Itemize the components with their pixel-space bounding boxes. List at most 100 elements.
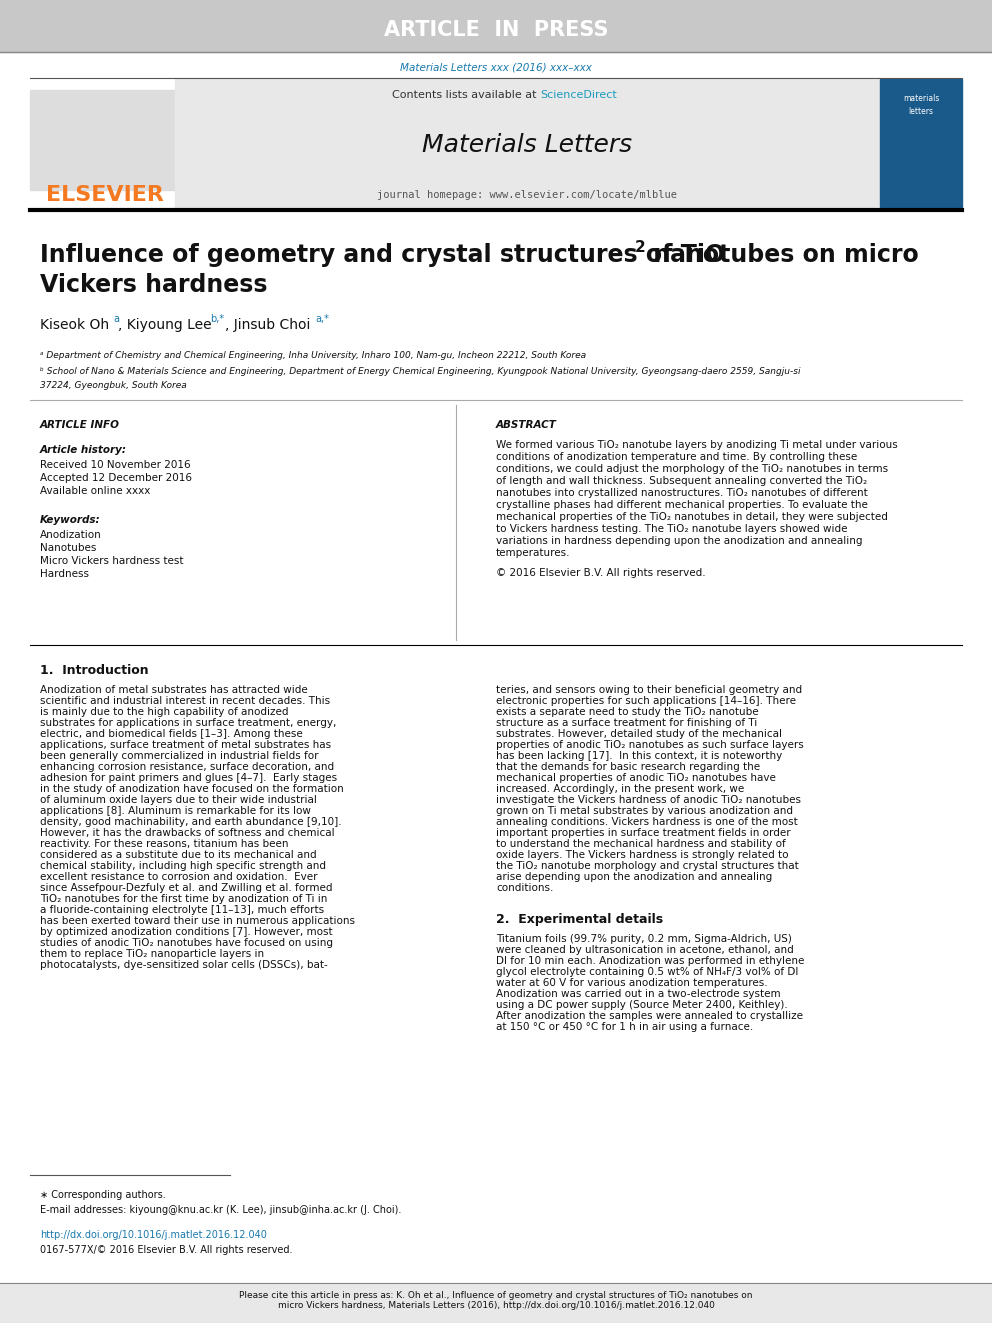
Text: is mainly due to the high capability of anodized: is mainly due to the high capability of …	[40, 706, 289, 717]
Bar	[175, 78, 880, 208]
Text: at 150 °C or 450 °C for 1 h in air using a furnace.: at 150 °C or 450 °C for 1 h in air using…	[496, 1021, 753, 1032]
Text: Hardness: Hardness	[40, 569, 89, 579]
Text: considered as a substitute due to its mechanical and: considered as a substitute due to its me…	[40, 849, 316, 860]
Text: ScienceDirect: ScienceDirect	[540, 90, 617, 101]
Bar	[0, 0, 992, 52]
Text: arise depending upon the anodization and annealing: arise depending upon the anodization and…	[496, 872, 772, 882]
Text: b,*: b,*	[210, 314, 224, 324]
Text: scientific and industrial interest in recent decades. This: scientific and industrial interest in re…	[40, 696, 330, 706]
Text: glycol electrolyte containing 0.5 wt% of NH₄F/3 vol% of DI: glycol electrolyte containing 0.5 wt% of…	[496, 967, 799, 976]
Text: 2.  Experimental details: 2. Experimental details	[496, 913, 663, 926]
Text: ELSEVIER: ELSEVIER	[46, 185, 164, 205]
Text: Article history:: Article history:	[40, 445, 127, 455]
Text: were cleaned by ultrasonication in acetone, ethanol, and: were cleaned by ultrasonication in aceto…	[496, 945, 794, 955]
Text: them to replace TiO₂ nanoparticle layers in: them to replace TiO₂ nanoparticle layers…	[40, 949, 264, 959]
Text: mechanical properties of the TiO₂ nanotubes in detail, they were subjected: mechanical properties of the TiO₂ nanotu…	[496, 512, 888, 523]
Text: a,*: a,*	[315, 314, 329, 324]
Text: ARTICLE INFO: ARTICLE INFO	[40, 419, 120, 430]
Text: reactivity. For these reasons, titanium has been: reactivity. For these reasons, titanium …	[40, 839, 289, 849]
Text: oxide layers. The Vickers hardness is strongly related to: oxide layers. The Vickers hardness is st…	[496, 849, 789, 860]
Text: Kiseok Oh: Kiseok Oh	[40, 318, 109, 332]
Text: However, it has the drawbacks of softness and chemical: However, it has the drawbacks of softnes…	[40, 828, 334, 837]
Text: journal homepage: www.elsevier.com/locate/mlblue: journal homepage: www.elsevier.com/locat…	[377, 191, 677, 200]
Text: Anodization: Anodization	[40, 531, 102, 540]
Text: substrates for applications in surface treatment, energy,: substrates for applications in surface t…	[40, 718, 336, 728]
Text: density, good machinability, and earth abundance [9,10].: density, good machinability, and earth a…	[40, 818, 341, 827]
Text: Materials Letters xxx (2016) xxx–xxx: Materials Letters xxx (2016) xxx–xxx	[400, 64, 592, 73]
Text: conditions of anodization temperature and time. By controlling these: conditions of anodization temperature an…	[496, 452, 857, 462]
Text: Titanium foils (99.7% purity, 0.2 mm, Sigma-Aldrich, US): Titanium foils (99.7% purity, 0.2 mm, Si…	[496, 934, 792, 945]
Text: has been lacking [17].  In this context, it is noteworthy: has been lacking [17]. In this context, …	[496, 751, 783, 761]
Text: applications, surface treatment of metal substrates has: applications, surface treatment of metal…	[40, 740, 331, 750]
Text: Please cite this article in press as: K. Oh et al., Influence of geometry and cr: Please cite this article in press as: K.…	[239, 1290, 753, 1299]
Text: teries, and sensors owing to their beneficial geometry and: teries, and sensors owing to their benef…	[496, 685, 803, 695]
Text: Nanotubes: Nanotubes	[40, 542, 96, 553]
Text: crystalline phases had different mechanical properties. To evaluate the: crystalline phases had different mechani…	[496, 500, 868, 509]
Text: enhancing corrosion resistance, surface decoration, and: enhancing corrosion resistance, surface …	[40, 762, 334, 773]
Text: Micro Vickers hardness test: Micro Vickers hardness test	[40, 556, 184, 566]
Text: TiO₂ nanotubes for the first time by anodization of Ti in: TiO₂ nanotubes for the first time by ano…	[40, 894, 327, 904]
Text: Materials Letters: Materials Letters	[422, 134, 632, 157]
Text: important properties in surface treatment fields in order: important properties in surface treatmen…	[496, 828, 791, 837]
Text: by optimized anodization conditions [7]. However, most: by optimized anodization conditions [7].…	[40, 927, 332, 937]
Text: substrates. However, detailed study of the mechanical: substrates. However, detailed study of t…	[496, 729, 782, 740]
Text: Keywords:: Keywords:	[40, 515, 100, 525]
Text: Anodization was carried out in a two-electrode system: Anodization was carried out in a two-ele…	[496, 990, 781, 999]
Text: annealing conditions. Vickers hardness is one of the most: annealing conditions. Vickers hardness i…	[496, 818, 798, 827]
Text: of length and wall thickness. Subsequent annealing converted the TiO₂: of length and wall thickness. Subsequent…	[496, 476, 867, 486]
Text: to understand the mechanical hardness and stability of: to understand the mechanical hardness an…	[496, 839, 786, 849]
Text: ARTICLE  IN  PRESS: ARTICLE IN PRESS	[384, 20, 608, 40]
Text: micro Vickers hardness, Materials Letters (2016), http://dx.doi.org/10.1016/j.ma: micro Vickers hardness, Materials Letter…	[278, 1302, 714, 1311]
Text: to Vickers hardness testing. The TiO₂ nanotube layers showed wide: to Vickers hardness testing. The TiO₂ na…	[496, 524, 847, 534]
Bar	[880, 79, 962, 206]
Text: a: a	[113, 314, 119, 324]
Text: Contents lists available at: Contents lists available at	[392, 90, 540, 101]
Text: mechanical properties of anodic TiO₂ nanotubes have: mechanical properties of anodic TiO₂ nan…	[496, 773, 776, 783]
Text: Vickers hardness: Vickers hardness	[40, 273, 268, 296]
Text: grown on Ti metal substrates by various anodization and: grown on Ti metal substrates by various …	[496, 806, 793, 816]
Text: has been exerted toward their use in numerous applications: has been exerted toward their use in num…	[40, 916, 355, 926]
Text: ᵃ Department of Chemistry and Chemical Engineering, Inha University, Inharo 100,: ᵃ Department of Chemistry and Chemical E…	[40, 351, 586, 360]
Text: , Jinsub Choi: , Jinsub Choi	[225, 318, 310, 332]
Text: electronic properties for such applications [14–16]. There: electronic properties for such applicati…	[496, 696, 796, 706]
Text: since Assefpour-Dezfuly et al. and Zwilling et al. formed: since Assefpour-Dezfuly et al. and Zwill…	[40, 882, 332, 893]
Text: conditions.: conditions.	[496, 882, 554, 893]
Text: nanotubes into crystallized nanostructures. TiO₂ nanotubes of different: nanotubes into crystallized nanostructur…	[496, 488, 868, 497]
Text: Accepted 12 December 2016: Accepted 12 December 2016	[40, 474, 192, 483]
Text: 0167-577X/© 2016 Elsevier B.V. All rights reserved.: 0167-577X/© 2016 Elsevier B.V. All right…	[40, 1245, 293, 1256]
Text: properties of anodic TiO₂ nanotubes as such surface layers: properties of anodic TiO₂ nanotubes as s…	[496, 740, 804, 750]
Text: Received 10 November 2016: Received 10 November 2016	[40, 460, 190, 470]
Text: ABSTRACT: ABSTRACT	[496, 419, 557, 430]
Text: temperatures.: temperatures.	[496, 548, 570, 558]
Text: ∗ Corresponding authors.: ∗ Corresponding authors.	[40, 1189, 166, 1200]
Text: a fluoride-containing electrolyte [11–13], much efforts: a fluoride-containing electrolyte [11–13…	[40, 905, 324, 916]
Text: Anodization of metal substrates has attracted wide: Anodization of metal substrates has attr…	[40, 685, 308, 695]
Text: studies of anodic TiO₂ nanotubes have focused on using: studies of anodic TiO₂ nanotubes have fo…	[40, 938, 333, 949]
Text: DI for 10 min each. Anodization was performed in ethylene: DI for 10 min each. Anodization was perf…	[496, 957, 805, 966]
Text: electric, and biomedical fields [1–3]. Among these: electric, and biomedical fields [1–3]. A…	[40, 729, 303, 740]
Text: increased. Accordingly, in the present work, we: increased. Accordingly, in the present w…	[496, 785, 744, 794]
Text: the TiO₂ nanotube morphology and crystal structures that: the TiO₂ nanotube morphology and crystal…	[496, 861, 799, 871]
Text: 37224, Gyeongbuk, South Korea: 37224, Gyeongbuk, South Korea	[40, 381, 186, 389]
Text: using a DC power supply (Source Meter 2400, Keithley).: using a DC power supply (Source Meter 24…	[496, 1000, 788, 1009]
Text: E-mail addresses: kiyoung@knu.ac.kr (K. Lee), jinsub@inha.ac.kr (J. Choi).: E-mail addresses: kiyoung@knu.ac.kr (K. …	[40, 1205, 402, 1215]
Text: 2: 2	[635, 241, 646, 255]
Bar	[30, 90, 180, 191]
Text: ᵇ School of Nano & Materials Science and Engineering, Department of Energy Chemi: ᵇ School of Nano & Materials Science and…	[40, 368, 801, 377]
Text: photocatalysts, dye-sensitized solar cells (DSSCs), bat-: photocatalysts, dye-sensitized solar cel…	[40, 960, 327, 970]
Bar	[0, 1283, 992, 1323]
Text: nanotubes on micro: nanotubes on micro	[645, 243, 919, 267]
Text: conditions, we could adjust the morphology of the TiO₂ nanotubes in terms: conditions, we could adjust the morpholo…	[496, 464, 888, 474]
Text: exists a separate need to study the TiO₂ nanotube: exists a separate need to study the TiO₂…	[496, 706, 759, 717]
Text: structure as a surface treatment for finishing of Ti: structure as a surface treatment for fin…	[496, 718, 757, 728]
Text: been generally commercialized in industrial fields for: been generally commercialized in industr…	[40, 751, 318, 761]
Text: applications [8]. Aluminum is remarkable for its low: applications [8]. Aluminum is remarkable…	[40, 806, 310, 816]
Text: We formed various TiO₂ nanotube layers by anodizing Ti metal under various: We formed various TiO₂ nanotube layers b…	[496, 441, 898, 450]
Text: that the demands for basic research regarding the: that the demands for basic research rega…	[496, 762, 760, 773]
Text: , Kiyoung Lee: , Kiyoung Lee	[118, 318, 211, 332]
Text: Influence of geometry and crystal structures of TiO: Influence of geometry and crystal struct…	[40, 243, 725, 267]
Text: adhesion for paint primers and glues [4–7].  Early stages: adhesion for paint primers and glues [4–…	[40, 773, 337, 783]
Text: After anodization the samples were annealed to crystallize: After anodization the samples were annea…	[496, 1011, 803, 1021]
Text: excellent resistance to corrosion and oxidation.  Ever: excellent resistance to corrosion and ox…	[40, 872, 317, 882]
Text: in the study of anodization have focused on the formation: in the study of anodization have focused…	[40, 785, 344, 794]
